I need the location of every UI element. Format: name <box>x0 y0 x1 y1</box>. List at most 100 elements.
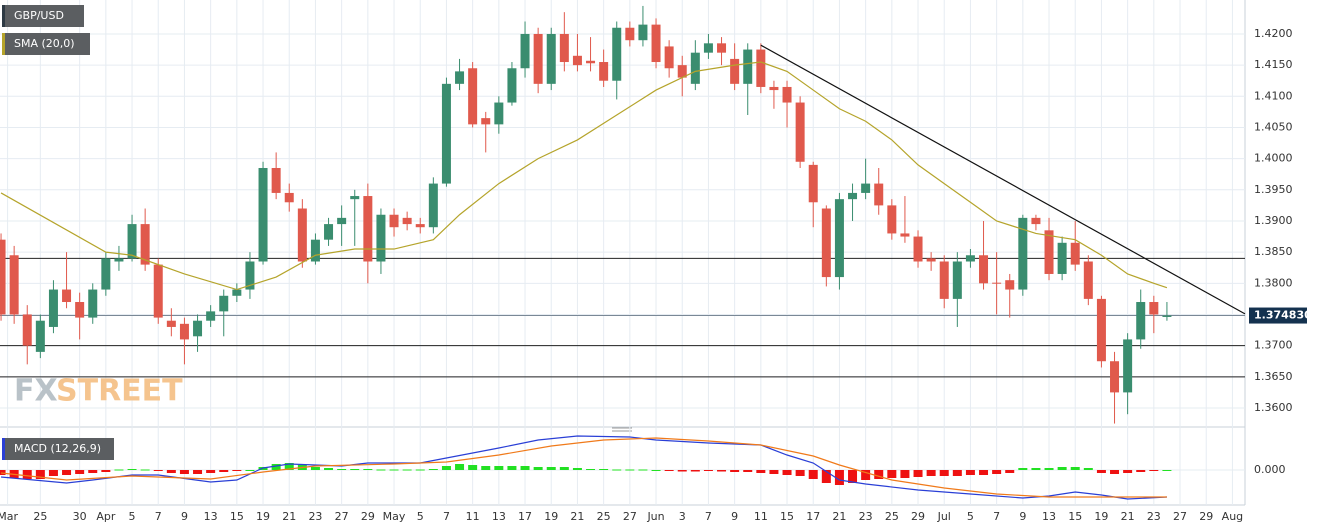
histogram-bar <box>703 470 713 471</box>
candle-body <box>1057 242 1067 274</box>
candle-body <box>900 233 910 237</box>
candle-body <box>193 320 203 337</box>
candle-body <box>599 62 609 81</box>
histogram-bar <box>572 468 582 470</box>
candle-body <box>1110 361 1120 393</box>
candle-body <box>979 255 989 284</box>
candle-body <box>1123 339 1133 393</box>
histogram-bar <box>415 469 425 471</box>
histogram-bar <box>717 470 727 472</box>
last-price-label: 1.374830 <box>1254 309 1312 322</box>
histogram-bar <box>206 470 216 473</box>
histogram-bar <box>389 469 399 471</box>
histogram-bar <box>219 470 229 472</box>
y-tick-label: 1.4000 <box>1254 152 1293 165</box>
candle-body <box>206 311 216 321</box>
x-tick-label: 17 <box>806 510 820 523</box>
histogram-bar <box>939 470 949 476</box>
x-tick-label: 30 <box>73 510 87 523</box>
x-tick-label: 21 <box>282 510 296 523</box>
y-tick-label: 1.3850 <box>1254 245 1293 258</box>
histogram-bar <box>310 467 320 470</box>
candle-body <box>166 320 176 327</box>
macd-title: MACD (12,26,9) <box>14 442 101 455</box>
histogram-bar <box>140 469 150 471</box>
histogram-bar <box>455 464 465 470</box>
histogram-bar <box>0 470 6 475</box>
candle-body <box>258 167 268 262</box>
histogram-bar <box>1057 467 1067 470</box>
candle-body <box>219 295 229 312</box>
histogram-bar <box>599 469 609 470</box>
candle-body <box>874 183 884 206</box>
histogram-bar <box>887 470 897 478</box>
candle-body <box>690 52 700 84</box>
candle-body <box>245 261 255 290</box>
overlay-layer <box>0 44 1246 500</box>
histogram-bar <box>612 469 622 471</box>
x-tick-label: 17 <box>518 510 532 523</box>
histogram-bar <box>468 465 478 470</box>
candle-body <box>310 239 320 262</box>
histogram-bar <box>638 469 648 471</box>
histogram-bar <box>75 470 85 474</box>
candle-body <box>1096 298 1106 362</box>
histogram-bar <box>114 469 124 471</box>
x-tick-label: 11 <box>754 510 768 523</box>
candle-body <box>35 320 45 352</box>
candle-body <box>507 68 517 103</box>
candle-body <box>717 43 727 53</box>
x-tick-label: 29 <box>911 510 925 523</box>
x-tick-label: 23 <box>1147 510 1161 523</box>
candle-body <box>455 71 465 84</box>
candle-body <box>232 289 242 296</box>
histogram-bar <box>62 470 72 475</box>
candle-body <box>9 255 19 315</box>
x-tick-label: 21 <box>570 510 584 523</box>
histogram-bar <box>992 470 1002 474</box>
legend-swatch <box>2 5 5 27</box>
candle-body <box>1005 280 1015 290</box>
histogram-bar <box>874 470 884 479</box>
candle-body <box>677 65 687 78</box>
candle-body <box>926 258 936 262</box>
histogram-bar <box>1018 468 1028 470</box>
candle-body <box>939 261 949 299</box>
candle-body <box>1044 230 1054 274</box>
histogram-bar <box>834 470 844 485</box>
x-tick-label: 27 <box>1173 510 1187 523</box>
candle-body <box>586 60 596 64</box>
x-tick-label: 19 <box>544 510 558 523</box>
histogram-bar <box>965 470 975 475</box>
histogram-bar <box>1070 467 1080 470</box>
x-tick-label: 25 <box>885 510 899 523</box>
histogram-bar <box>769 470 779 474</box>
x-tick-label: 7 <box>443 510 450 523</box>
candle-body <box>520 33 530 69</box>
candle-body <box>756 49 766 87</box>
candle-body <box>743 49 753 84</box>
candle-body <box>638 24 648 41</box>
histogram-bar <box>1005 470 1015 473</box>
candle-body <box>88 289 98 318</box>
x-tick-label: 3 <box>679 510 686 523</box>
histogram-bar <box>625 469 635 471</box>
panel-handle[interactable] <box>612 427 632 432</box>
candle-body <box>284 192 294 203</box>
x-tick-label: 5 <box>967 510 974 523</box>
candle-body <box>782 86 792 103</box>
histogram-bar <box>1136 470 1146 472</box>
y-tick-label: 1.3950 <box>1254 183 1293 196</box>
y-tick-label: 1.3900 <box>1254 214 1293 227</box>
histogram-bar <box>664 470 674 471</box>
candle-body <box>140 224 150 265</box>
candle-body <box>1136 302 1146 340</box>
histogram-bar <box>271 464 281 470</box>
candle-body <box>428 183 438 228</box>
histogram-bar <box>337 469 347 470</box>
y-tick-label: 1.3700 <box>1254 339 1293 352</box>
y-tick-label: 1.3800 <box>1254 276 1293 289</box>
x-tick-label: 27 <box>335 510 349 523</box>
y-tick-label: 1.4150 <box>1254 58 1293 71</box>
